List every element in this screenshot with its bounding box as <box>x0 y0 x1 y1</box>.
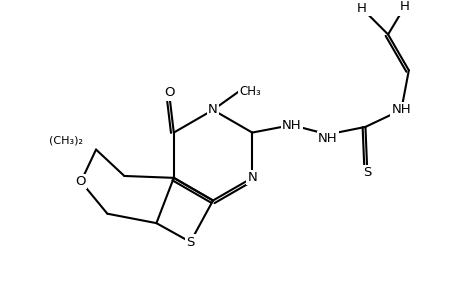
Text: N: N <box>207 103 218 116</box>
Text: NH: NH <box>391 103 410 116</box>
Text: H: H <box>399 0 409 13</box>
Text: H: H <box>356 2 366 14</box>
Text: O: O <box>163 86 174 99</box>
Text: O: O <box>76 175 86 188</box>
Text: (CH₃)₂: (CH₃)₂ <box>49 135 83 145</box>
Text: S: S <box>186 236 194 248</box>
Text: N: N <box>247 171 257 184</box>
Text: NH: NH <box>317 132 337 145</box>
Text: CH₃: CH₃ <box>239 85 261 98</box>
Text: S: S <box>362 166 371 179</box>
Text: NH: NH <box>281 118 301 131</box>
